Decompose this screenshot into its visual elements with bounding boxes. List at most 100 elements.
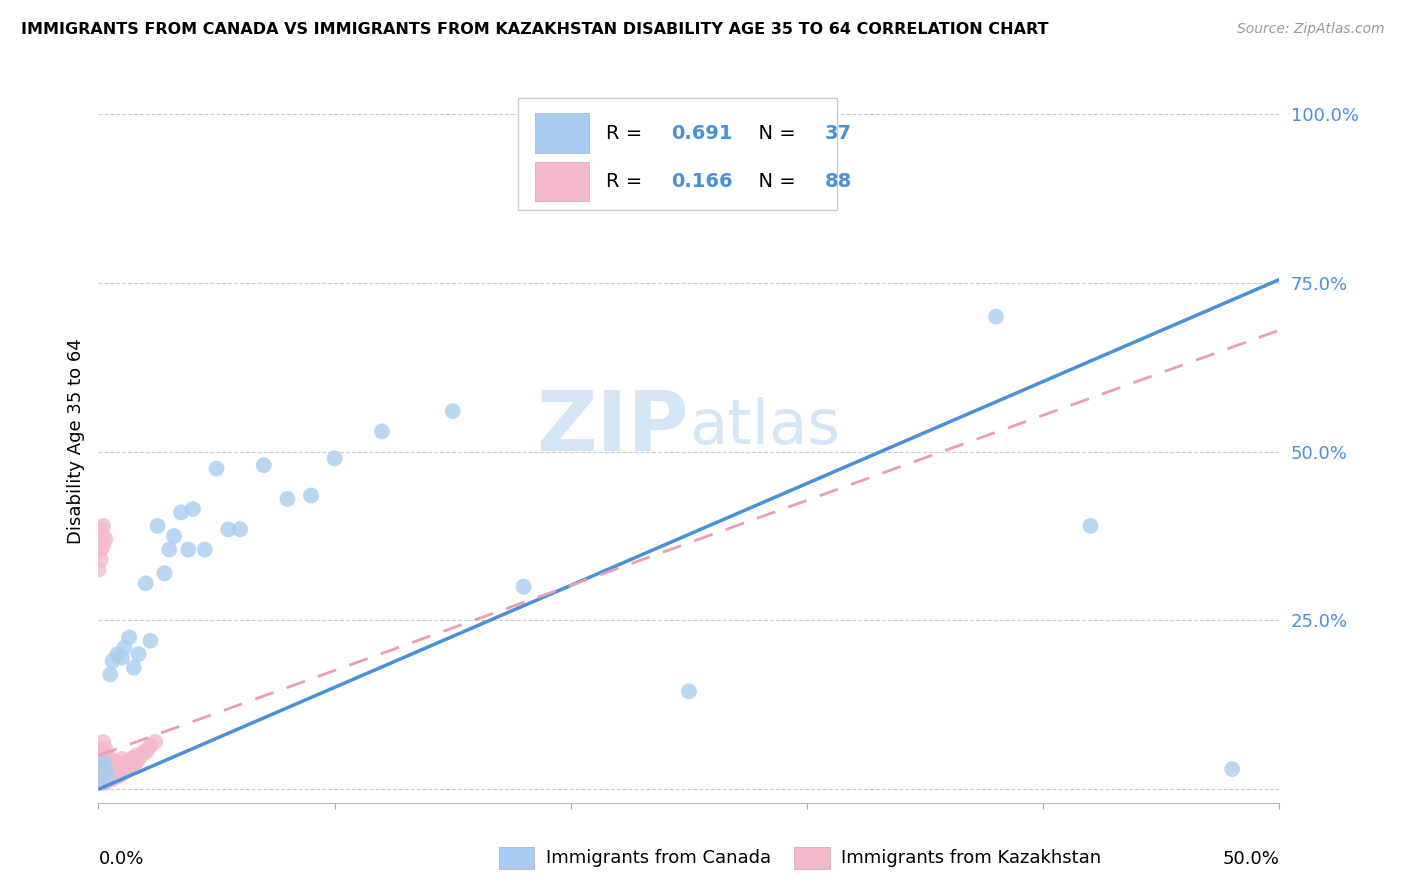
Point <box>105 765 128 780</box>
Point <box>217 522 239 536</box>
Text: IMMIGRANTS FROM CANADA VS IMMIGRANTS FROM KAZAKHSTAN DISABILITY AGE 35 TO 64 COR: IMMIGRANTS FROM CANADA VS IMMIGRANTS FRO… <box>21 22 1049 37</box>
Point <box>122 752 145 766</box>
Point <box>98 752 121 766</box>
Point <box>128 752 150 766</box>
Point <box>87 765 110 780</box>
Point <box>91 735 114 749</box>
Point <box>94 533 117 547</box>
Point <box>105 769 128 783</box>
Point <box>90 756 112 770</box>
Point <box>101 765 124 780</box>
Point <box>90 748 112 763</box>
Point <box>299 489 322 503</box>
Point <box>146 519 169 533</box>
Point <box>115 756 138 770</box>
Point <box>441 404 464 418</box>
Point <box>94 775 117 789</box>
Point <box>205 461 228 475</box>
Point <box>122 758 145 772</box>
Point <box>108 758 131 772</box>
Point <box>135 576 157 591</box>
Text: N =: N = <box>745 172 801 191</box>
Text: Immigrants from Canada: Immigrants from Canada <box>546 849 770 867</box>
Point <box>101 654 124 668</box>
Point <box>90 775 112 789</box>
Point <box>91 756 114 770</box>
Point <box>87 775 110 789</box>
Point <box>132 745 155 759</box>
Point <box>157 542 180 557</box>
Point <box>91 762 114 776</box>
Point <box>97 765 120 780</box>
Point <box>194 542 217 557</box>
Point <box>97 748 120 763</box>
Point <box>111 765 134 780</box>
Point <box>153 566 176 581</box>
Text: 0.166: 0.166 <box>671 172 733 191</box>
Point <box>163 529 186 543</box>
Point <box>125 756 148 770</box>
Point <box>323 451 346 466</box>
Point <box>101 769 124 783</box>
Bar <box>536 161 589 202</box>
Point <box>87 769 110 783</box>
Point <box>94 762 117 776</box>
Point <box>94 762 117 776</box>
Bar <box>536 113 589 153</box>
Point <box>90 769 112 783</box>
Bar <box>499 847 534 869</box>
Point <box>97 769 120 783</box>
Point <box>98 772 121 787</box>
Point <box>105 762 128 776</box>
Point <box>135 745 157 759</box>
Point <box>91 765 114 780</box>
Point <box>276 491 298 506</box>
Point <box>128 647 150 661</box>
Point <box>91 775 114 789</box>
Point <box>87 756 110 770</box>
Point <box>98 765 121 780</box>
Point <box>181 502 204 516</box>
Point <box>97 772 120 787</box>
Point <box>90 552 112 566</box>
Point <box>111 752 134 766</box>
Point <box>91 756 114 770</box>
Point <box>101 758 124 772</box>
Point <box>98 769 121 783</box>
Point <box>90 772 112 787</box>
Point <box>108 769 131 783</box>
Point <box>129 748 152 763</box>
Point <box>91 539 114 553</box>
Point <box>105 647 128 661</box>
Point <box>111 762 134 776</box>
Point <box>98 758 121 772</box>
Point <box>104 762 127 776</box>
Point <box>112 640 135 655</box>
Point <box>108 765 131 780</box>
Y-axis label: Disability Age 35 to 64: Disability Age 35 to 64 <box>66 339 84 544</box>
Point <box>111 758 134 772</box>
Point <box>371 425 394 439</box>
Bar <box>794 847 830 869</box>
Text: 50.0%: 50.0% <box>1223 850 1279 868</box>
Point <box>112 758 135 772</box>
Point <box>122 661 145 675</box>
Point <box>90 765 112 780</box>
Text: 37: 37 <box>825 123 852 143</box>
Point <box>91 748 114 763</box>
Point <box>229 522 252 536</box>
Text: R =: R = <box>606 172 648 191</box>
Point <box>91 769 114 783</box>
Text: R =: R = <box>606 123 648 143</box>
Text: ZIP: ZIP <box>537 386 689 467</box>
Point <box>125 748 148 763</box>
Point <box>94 741 117 756</box>
Point <box>121 752 143 766</box>
Point <box>118 756 141 770</box>
Point <box>177 542 200 557</box>
Point <box>1220 762 1243 776</box>
Point <box>104 769 127 783</box>
Point <box>87 762 110 776</box>
Point <box>91 758 114 772</box>
Point <box>90 522 112 536</box>
